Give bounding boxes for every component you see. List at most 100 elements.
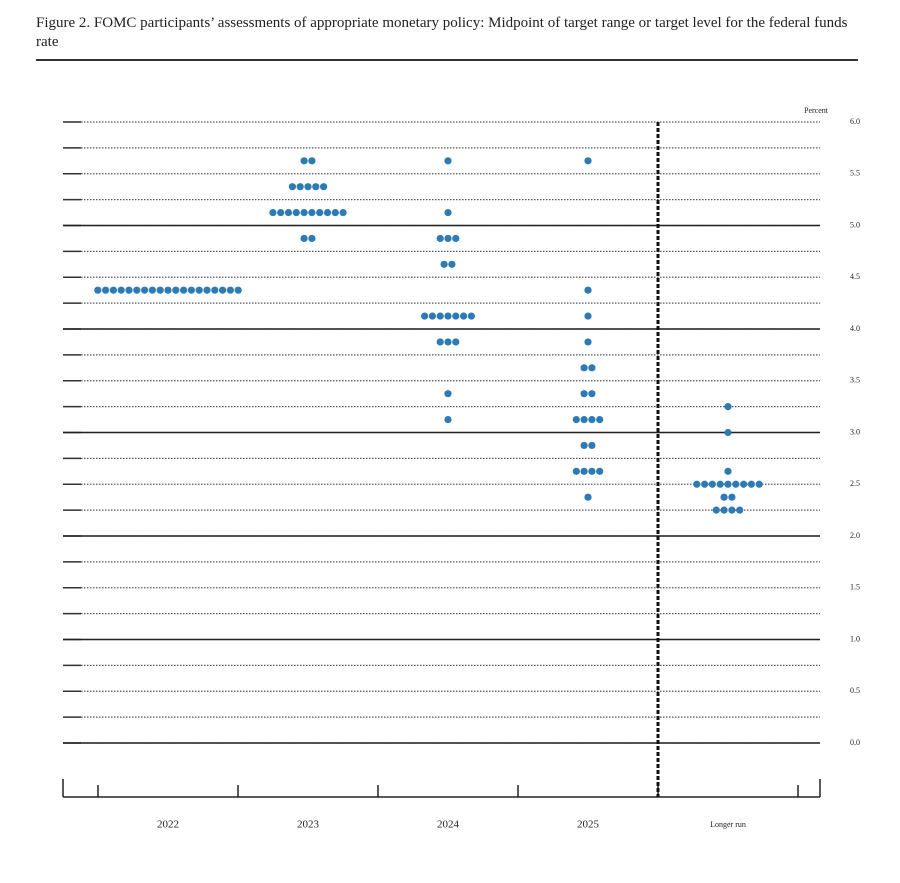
dot: [467, 312, 475, 320]
dot: [596, 467, 604, 475]
dot: [452, 312, 460, 320]
dot: [339, 208, 347, 217]
y-tick-label: 2.5: [850, 479, 860, 488]
dot: [584, 157, 592, 165]
dot: [701, 480, 709, 488]
dot: [308, 234, 316, 243]
x-tick-label: Longer run: [710, 820, 746, 829]
dot: [580, 390, 588, 398]
dot: [736, 506, 744, 514]
dot: [444, 208, 452, 217]
dot: [724, 480, 732, 488]
dot: [588, 441, 596, 450]
y-tick-label: 0.5: [850, 686, 860, 695]
dot: [94, 286, 102, 294]
y-tick-label: 6.0: [850, 117, 860, 126]
dot: [584, 493, 592, 501]
dot: [331, 208, 339, 217]
dot: [444, 338, 452, 346]
dot: [436, 234, 444, 243]
dot: [172, 286, 180, 294]
dot: [288, 183, 296, 191]
dot: [102, 286, 110, 294]
dot: [747, 480, 756, 488]
dot: [716, 480, 724, 488]
x-tick-label: 2023: [297, 819, 320, 831]
dot: [308, 157, 316, 165]
dot: [724, 403, 732, 411]
dot: [180, 286, 188, 294]
dot: [440, 260, 448, 268]
y-tick-label: 1.0: [850, 634, 860, 643]
dot: [724, 428, 732, 437]
dot: [755, 480, 763, 488]
dot: [720, 506, 728, 514]
dot: [572, 415, 580, 424]
y-tick-label: 5.0: [850, 220, 860, 229]
dot: [300, 208, 308, 217]
dot: [133, 286, 141, 294]
dot: [580, 364, 588, 372]
dot: [740, 480, 748, 488]
dot: [117, 286, 125, 294]
y-tick-label: 2.0: [850, 531, 860, 540]
dot: [269, 208, 277, 217]
dot: [720, 493, 728, 501]
dot: [708, 480, 717, 488]
dot: [584, 286, 592, 294]
dot: [436, 338, 444, 346]
dot: [444, 390, 452, 398]
dot: [444, 234, 452, 243]
dot: [448, 260, 456, 268]
dot: [732, 480, 740, 488]
dot: [195, 286, 203, 294]
y-axis-label: Percent: [804, 106, 829, 115]
y-tick-label: 5.5: [850, 169, 860, 178]
dot: [444, 415, 452, 424]
dot: [292, 208, 300, 217]
y-tick-label: 4.0: [850, 324, 860, 333]
dot: [148, 286, 156, 294]
dot: [580, 415, 588, 424]
dot: [421, 312, 429, 320]
dot: [323, 208, 332, 217]
dot: [320, 183, 328, 191]
x-tick-label: 2025: [577, 819, 600, 831]
dot: [156, 286, 164, 294]
y-tick-label: 3.5: [850, 376, 860, 385]
dot: [304, 183, 312, 191]
dot: [728, 506, 736, 514]
dot: [300, 157, 308, 165]
dot: [712, 506, 720, 514]
dot: [724, 467, 732, 475]
chart-title: Figure 2. FOMC participants’ assessments…: [36, 15, 848, 50]
dot: [588, 415, 596, 424]
dot: [693, 480, 701, 488]
dot: [308, 208, 316, 217]
dot: [296, 183, 304, 191]
dot: [187, 286, 195, 294]
dot: [316, 208, 324, 217]
dot: [284, 208, 293, 217]
dot: [452, 338, 460, 346]
y-tick-label: 0.0: [850, 738, 860, 747]
dot: [580, 441, 588, 450]
dot: [211, 286, 219, 294]
dot: [203, 286, 211, 294]
dot: [300, 234, 308, 243]
dot: [219, 286, 227, 294]
dot: [588, 364, 596, 372]
dot: [728, 493, 736, 501]
y-tick-label: 1.5: [850, 583, 860, 592]
dot: [428, 312, 436, 320]
dot: [460, 312, 468, 320]
dot: [277, 208, 285, 217]
dot: [312, 183, 320, 191]
x-tick-label: 2024: [437, 819, 460, 831]
dot: [436, 312, 444, 320]
dot: [109, 286, 117, 294]
dot: [584, 338, 592, 346]
dot: [452, 234, 460, 243]
dot: [125, 286, 133, 294]
